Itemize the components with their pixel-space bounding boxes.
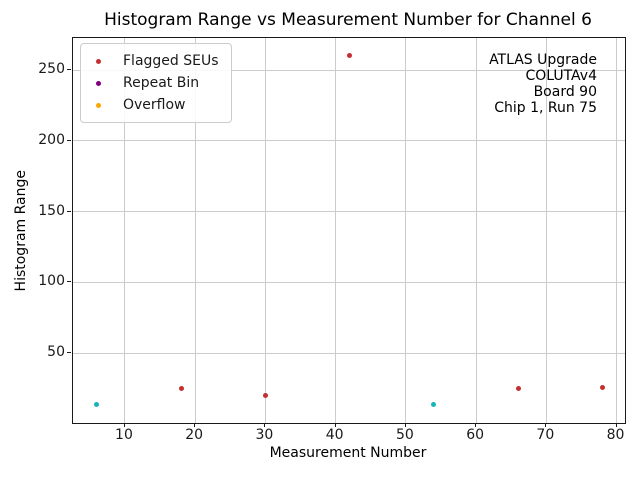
data-point-flagged-seus	[178, 386, 184, 392]
annotation-line: Chip 1, Run 75	[494, 100, 597, 116]
chart-title: Histogram Range vs Measurement Number fo…	[104, 10, 592, 30]
y-tick-label: 100	[38, 273, 65, 290]
x-tick	[615, 423, 617, 427]
annotation-line: ATLAS Upgrade	[489, 52, 597, 68]
y-tick	[67, 139, 71, 141]
x-tick	[264, 423, 266, 427]
y-tick-label: 150	[38, 202, 65, 219]
legend: Flagged SEUs Repeat Bin Overflow	[80, 43, 232, 123]
grid-line-y	[73, 69, 625, 71]
data-point-flagged-seus	[515, 386, 521, 392]
x-tick-label: 30	[255, 427, 274, 443]
x-tick-label: 60	[466, 427, 485, 443]
y-tick	[67, 69, 71, 70]
x-tick-label: 20	[185, 427, 204, 443]
grid-line-x	[264, 38, 266, 423]
y-tick	[67, 281, 71, 283]
flagged-seus-marker-icon	[96, 58, 101, 64]
grid-line-y	[73, 281, 625, 283]
x-tick-label: 80	[606, 427, 625, 443]
y-tick	[67, 352, 71, 354]
legend-item-repeat-bin: Repeat Bin	[89, 72, 219, 94]
grid-line-x	[616, 38, 618, 423]
x-axis-label: Measurement Number	[269, 445, 427, 461]
grid-line-y	[73, 211, 625, 213]
overflow-marker-icon	[96, 102, 101, 108]
x-tick-label: 10	[115, 427, 133, 443]
y-tick-label: 50	[47, 344, 65, 361]
x-tick	[194, 423, 196, 427]
grid-line-y	[73, 352, 625, 354]
grid-line-x	[545, 38, 547, 423]
legend-item-label: Flagged SEUs	[123, 53, 219, 69]
grid-line-x	[475, 38, 477, 423]
legend-item-label: Repeat Bin	[123, 75, 200, 91]
data-point-flagged-seus	[347, 53, 353, 59]
annotation-line: COLUTAv4	[525, 68, 597, 84]
grid-line-x	[405, 38, 407, 423]
x-tick	[475, 423, 477, 427]
data-point-flagged-seus	[600, 384, 606, 390]
plot-area: Flagged SEUs Repeat Bin Overflow	[72, 37, 626, 424]
legend-item-overflow: Overflow	[89, 94, 219, 116]
legend-item-flagged-seus: Flagged SEUs	[89, 50, 219, 72]
grid-line-y	[73, 140, 625, 142]
legend-item-label: Overflow	[123, 97, 186, 113]
data-point-unflagged	[94, 401, 100, 407]
x-tick-label: 70	[536, 427, 555, 443]
x-tick-label: 40	[325, 427, 344, 443]
y-tick-label: 200	[38, 131, 65, 148]
grid-line-x	[124, 38, 126, 423]
data-point-flagged-seus	[262, 393, 268, 399]
y-tick-label: 250	[38, 61, 65, 77]
x-tick-label: 50	[395, 427, 414, 443]
x-tick	[334, 423, 336, 427]
x-tick	[123, 423, 125, 427]
annotation-text: ATLAS Upgrade COLUTAv4 Board 90 Chip 1, Run…	[489, 52, 597, 116]
x-tick	[404, 423, 406, 427]
y-tick	[67, 210, 71, 212]
grid-line-x	[335, 38, 337, 423]
annotation-line: Board 90	[533, 84, 597, 100]
grid-line-x	[194, 38, 196, 423]
repeat-bin-marker-icon	[96, 80, 101, 86]
x-tick	[545, 423, 547, 427]
data-point-unflagged	[431, 401, 437, 407]
